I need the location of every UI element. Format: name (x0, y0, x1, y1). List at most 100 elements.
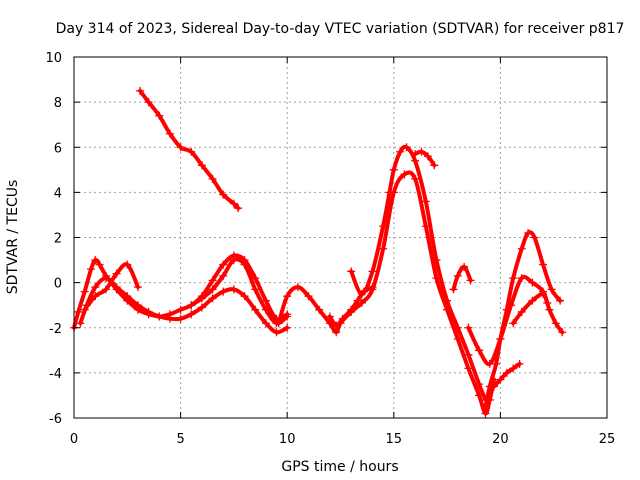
series-track-c (80, 260, 142, 314)
series-line (349, 144, 488, 402)
data-point (219, 287, 228, 296)
data-point (283, 312, 292, 321)
series-line (138, 88, 241, 211)
series-track-h (325, 283, 377, 330)
data-point (475, 380, 484, 389)
y-tick-label: 8 (54, 96, 62, 111)
data-point (95, 260, 104, 269)
data-point (509, 319, 518, 328)
data-point (112, 269, 121, 278)
y-tick-label: 2 (54, 232, 62, 247)
data-point (475, 346, 484, 355)
series-line (511, 291, 550, 326)
data-point (481, 402, 490, 411)
data-point (325, 312, 334, 321)
series-track-k (481, 228, 565, 411)
data-point (558, 328, 567, 337)
data-point (368, 283, 377, 292)
data-point (502, 368, 511, 377)
data-point (539, 289, 548, 298)
series-line (276, 170, 496, 416)
data-point (507, 301, 516, 310)
data-point (251, 285, 260, 294)
data-point (509, 274, 518, 283)
y-tick-label: 10 (45, 51, 62, 66)
data-point (332, 321, 341, 330)
data-point (144, 307, 153, 316)
data-point (421, 197, 430, 206)
data-point (411, 156, 420, 165)
data-point (453, 323, 462, 332)
data-point (176, 305, 185, 314)
data-point (524, 228, 533, 237)
data-series (70, 86, 567, 418)
data-point (229, 199, 238, 208)
data-point (261, 319, 270, 328)
series-line (413, 149, 437, 168)
data-point (485, 359, 494, 368)
data-point (430, 161, 439, 170)
data-point (357, 298, 366, 307)
y-tick-label: -6 (49, 412, 62, 427)
data-point (528, 278, 537, 287)
data-point (74, 307, 83, 316)
data-point (101, 274, 110, 283)
data-point (411, 150, 420, 159)
data-point (229, 285, 238, 294)
data-point (332, 328, 341, 337)
data-point (219, 190, 228, 199)
data-point (547, 285, 556, 294)
series-line (82, 262, 140, 312)
series-track-n (509, 289, 552, 328)
data-point (112, 283, 121, 292)
data-point (208, 276, 217, 285)
x-tick-label: 0 (70, 432, 78, 447)
data-point (208, 285, 217, 294)
data-point (509, 364, 518, 373)
data-point (136, 86, 145, 95)
data-point (517, 274, 526, 283)
data-point (176, 143, 185, 152)
data-point (496, 335, 505, 344)
data-point (464, 323, 473, 332)
data-point (515, 359, 524, 368)
data-point (543, 298, 552, 307)
y-tick-label: -4 (49, 367, 62, 382)
data-point (517, 307, 526, 316)
x-tick-label: 20 (492, 432, 509, 447)
series-track-j (449, 262, 475, 294)
data-point (187, 147, 196, 156)
data-point (530, 233, 539, 242)
y-axis-label: SDTVAR / TECUs (5, 180, 21, 295)
data-point (368, 267, 377, 276)
data-point (91, 283, 100, 292)
data-point (517, 244, 526, 253)
series-track-g (347, 143, 490, 404)
data-point (240, 260, 249, 269)
data-point (304, 292, 313, 301)
data-point (464, 364, 473, 373)
data-point (453, 271, 462, 280)
data-point (123, 260, 132, 269)
data-point (155, 312, 164, 321)
data-point (133, 283, 142, 292)
series-line (483, 230, 563, 409)
data-point (496, 375, 505, 384)
data-point (460, 262, 469, 271)
data-point (490, 382, 499, 391)
series-track-e (136, 86, 243, 213)
data-point (219, 260, 228, 269)
data-point (347, 267, 356, 276)
chart-title: Day 314 of 2023, Sidereal Day-to-day VTE… (56, 21, 625, 37)
data-point (556, 296, 565, 305)
data-point (123, 292, 132, 301)
axis-ticks: 0 5 10 15 20 25 -6 -4 -2 0 2 4 6 8 10 (45, 51, 615, 447)
data-point (165, 314, 174, 323)
data-point (528, 296, 537, 305)
data-point (240, 292, 249, 301)
data-point (551, 319, 560, 328)
data-point (389, 165, 398, 174)
data-point (347, 305, 356, 314)
data-point (315, 305, 324, 314)
